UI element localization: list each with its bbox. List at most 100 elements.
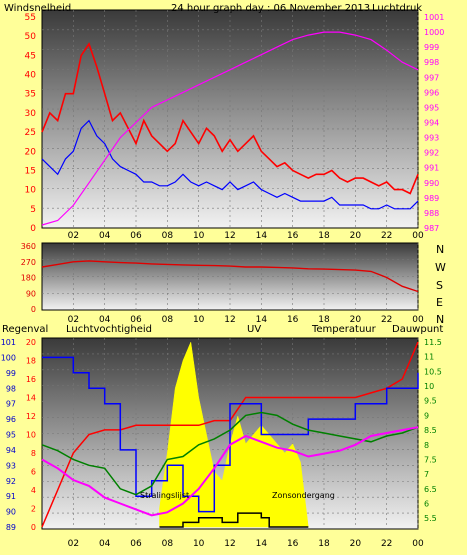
wind-x-tick-label: 18 (318, 231, 330, 241)
weather-x-tick-label: 16 (287, 539, 299, 549)
pressure-y-tick-label: 991 (424, 164, 439, 173)
wind-y-tick-label: 20 (25, 147, 37, 157)
label-rain: Regenval (2, 324, 48, 335)
humidity-y-tick-label: 98 (6, 384, 16, 393)
weather-x-tick-label: 10 (193, 539, 205, 549)
direction-x-tick-label: 22 (381, 315, 392, 325)
direction-x-tick-label: 04 (99, 315, 111, 325)
rain-y-tick-label: 2 (31, 505, 36, 514)
humidity-y-tick-label: 91 (6, 492, 16, 501)
direction-label-n-bottom: N (436, 313, 444, 326)
rain-y-tick-label: 0 (31, 523, 36, 532)
humidity-y-tick-label: 92 (6, 477, 16, 486)
wind_gust_avg-line (41, 119, 419, 210)
wind_speed-line (41, 42, 419, 195)
temperature-y-tick-label: 9 (424, 411, 429, 420)
weather-x-tick-label: 04 (99, 539, 111, 549)
humidity-y-tick-label: 97 (6, 400, 16, 409)
temperature-y-tick-label: 11 (424, 353, 434, 362)
weather-x-tick-label: 00 (412, 539, 424, 549)
humidity-y-tick-label: 95 (6, 431, 16, 440)
wind-y-tick-label: 45 (25, 51, 36, 61)
direction-x-tick-label: 10 (193, 315, 205, 325)
pressure-line (41, 31, 419, 226)
wind-y-tick-label: 10 (25, 186, 37, 196)
rain-y-tick-label: 12 (26, 412, 36, 421)
chart-title: 24 hour graph day : 06 November 2013 (171, 3, 370, 14)
pressure-y-tick-label: 997 (424, 73, 439, 82)
direction-y-tick-label: 0 (31, 305, 36, 314)
wind-y-tick-label: 50 (25, 32, 37, 42)
wind_direction-line (41, 260, 419, 293)
rain-line (41, 341, 419, 528)
direction-x-tick-label: 16 (287, 315, 299, 325)
rain-y-tick-label: 20 (26, 338, 36, 347)
wind-x-tick-label: 00 (412, 231, 424, 241)
temperature-y-tick-label: 7.5 (424, 455, 437, 464)
temperature-y-tick-label: 8 (424, 441, 429, 450)
pressure-y-tick-label: 990 (424, 179, 439, 188)
direction-y-tick-label: 180 (21, 274, 36, 283)
direction-x-tick-label: 02 (68, 315, 79, 325)
direction-x-tick-label: 06 (130, 315, 142, 325)
weather-x-tick-label: 18 (318, 539, 330, 549)
humidity-y-tick-label: 93 (6, 461, 16, 470)
wind-y-tick-label: 0 (30, 224, 36, 234)
wind-x-tick-label: 08 (162, 231, 174, 241)
label-dewpoint: Dauwpunt (392, 324, 443, 335)
humidity-y-tick-label: 100 (1, 353, 16, 362)
humidity-y-tick-label: 94 (6, 446, 16, 455)
humidity-y-tick-label: 99 (6, 369, 16, 378)
left-axis-label-wind: Windsnelheid (4, 3, 71, 14)
pressure-y-tick-label: 988 (424, 209, 439, 218)
direction-label-n-top: N (436, 243, 444, 256)
wind-x-tick-label: 12 (224, 231, 235, 241)
humidity-line (42, 356, 419, 513)
temperature-y-tick-label: 10 (424, 382, 434, 391)
wind-x-tick-label: 22 (381, 231, 392, 241)
pressure-y-tick-label: 996 (424, 88, 439, 97)
pressure-y-tick-label: 992 (424, 149, 439, 158)
pressure-y-tick-label: 995 (424, 103, 439, 112)
humidity-y-tick-label: 90 (6, 508, 16, 517)
pressure-y-tick-label: 989 (424, 194, 439, 203)
direction-label-s: S (436, 279, 443, 292)
direction-x-tick-label: 20 (350, 315, 362, 325)
pressure-y-tick-label: 993 (424, 134, 439, 143)
humidity-y-tick-label: 96 (6, 415, 16, 424)
direction-y-tick-label: 90 (26, 289, 36, 298)
temperature-y-tick-label: 6 (424, 500, 429, 509)
wind-x-tick-label: 16 (287, 231, 299, 241)
direction-label-w: W (435, 261, 446, 274)
temperature-y-tick-label: 8.5 (424, 426, 437, 435)
rain-y-tick-label: 6 (31, 468, 36, 477)
direction-x-tick-label: 00 (412, 315, 424, 325)
pressure-y-tick-label: 994 (424, 119, 439, 128)
label-humidity: Luchtvochtigheid (66, 324, 152, 335)
temperature-y-tick-label: 9.5 (424, 397, 437, 406)
rain-y-tick-label: 10 (26, 431, 36, 440)
weather-x-tick-label: 02 (68, 539, 79, 549)
rain-y-tick-label: 16 (26, 375, 36, 384)
temperature-y-tick-label: 5.5 (424, 514, 437, 523)
pressure-y-tick-label: 987 (424, 224, 439, 233)
temperature-y-tick-label: 6.5 (424, 485, 437, 494)
wind-x-tick-label: 06 (130, 231, 142, 241)
rain-y-tick-label: 4 (31, 486, 36, 495)
direction-x-tick-label: 14 (256, 315, 268, 325)
grid-lines (42, 10, 419, 529)
weather-x-tick-label: 06 (130, 539, 142, 549)
direction-x-tick-label: 08 (162, 315, 174, 325)
pressure-y-tick-label: 999 (424, 43, 439, 52)
wind-x-tick-label: 10 (193, 231, 205, 241)
annotation-solar-right: Zonsondergang (272, 491, 335, 500)
label-uv: UV (247, 324, 261, 335)
temperature-y-tick-label: 10.5 (424, 367, 442, 376)
wind-y-tick-label: 25 (25, 128, 36, 138)
right-axis-label-pressure: Luchtdruk (372, 3, 422, 14)
wind-y-tick-label: 30 (25, 109, 37, 119)
direction-label-e: E (436, 296, 443, 309)
wind-x-tick-label: 04 (99, 231, 111, 241)
temperature-y-tick-label: 7 (424, 470, 429, 479)
